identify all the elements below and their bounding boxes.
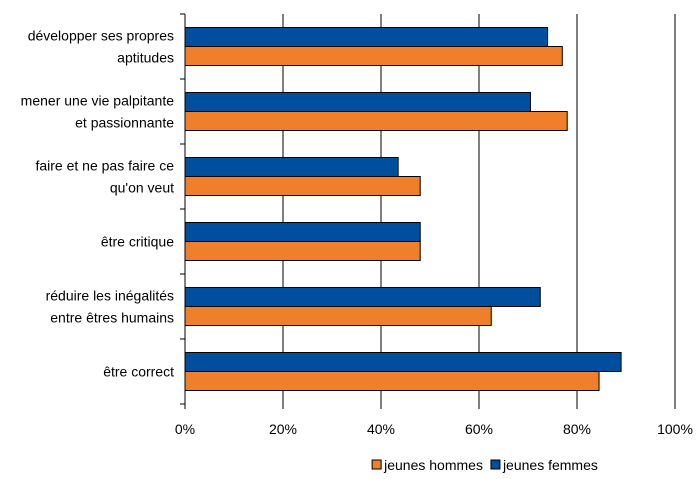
category-label: développer ses propres — [28, 28, 174, 44]
axes — [180, 13, 676, 409]
category-label: faire et ne pas faire ce — [35, 158, 174, 174]
category-labels: développer ses propres aptitudes mener une… — [21, 28, 175, 380]
bar-jeunes-femmes-3 — [184, 222, 421, 242]
x-tick-label: 80% — [563, 421, 591, 437]
category-label: entre êtres humains — [50, 310, 174, 326]
category-label: et passionnante — [75, 115, 174, 131]
legend-swatch — [371, 459, 382, 470]
bar-jeunes-femmes-5 — [184, 352, 622, 372]
bar-jeunes-hommes-4 — [184, 306, 492, 326]
legend-swatch — [490, 459, 501, 470]
category-label: mener une vie palpitante — [21, 93, 175, 109]
bars — [184, 27, 622, 391]
bar-jeunes-femmes-1 — [184, 92, 531, 112]
tick-labels: 0% 20% 40% 60% 80% 100% — [175, 421, 693, 437]
x-tick-label: 100% — [657, 421, 693, 437]
legend: jeunes hommes jeunes femmes — [371, 457, 598, 473]
category-label: être critique — [101, 234, 174, 250]
bar-jeunes-femmes-4 — [184, 287, 541, 307]
legend-label: jeunes hommes — [383, 457, 483, 473]
x-tick-label: 40% — [367, 421, 395, 437]
x-tick-label: 20% — [269, 421, 297, 437]
bar-jeunes-femmes-2 — [184, 157, 399, 177]
bar-jeunes-hommes-1 — [184, 111, 568, 131]
legend-label: jeunes femmes — [502, 457, 598, 473]
bar-jeunes-hommes-2 — [184, 176, 421, 196]
gridlines — [282, 14, 676, 404]
category-label: aptitudes — [117, 50, 174, 66]
category-label: réduire les inégalités — [46, 288, 174, 304]
category-label: être correct — [103, 364, 174, 380]
bar-jeunes-femmes-0 — [184, 27, 549, 47]
bar-jeunes-hommes-5 — [184, 371, 600, 391]
bar-jeunes-hommes-0 — [184, 46, 563, 66]
x-tick-label: 0% — [175, 421, 195, 437]
category-label: qu'on veut — [110, 180, 174, 196]
bar-jeunes-hommes-3 — [184, 241, 421, 261]
x-tick-label: 60% — [465, 421, 493, 437]
